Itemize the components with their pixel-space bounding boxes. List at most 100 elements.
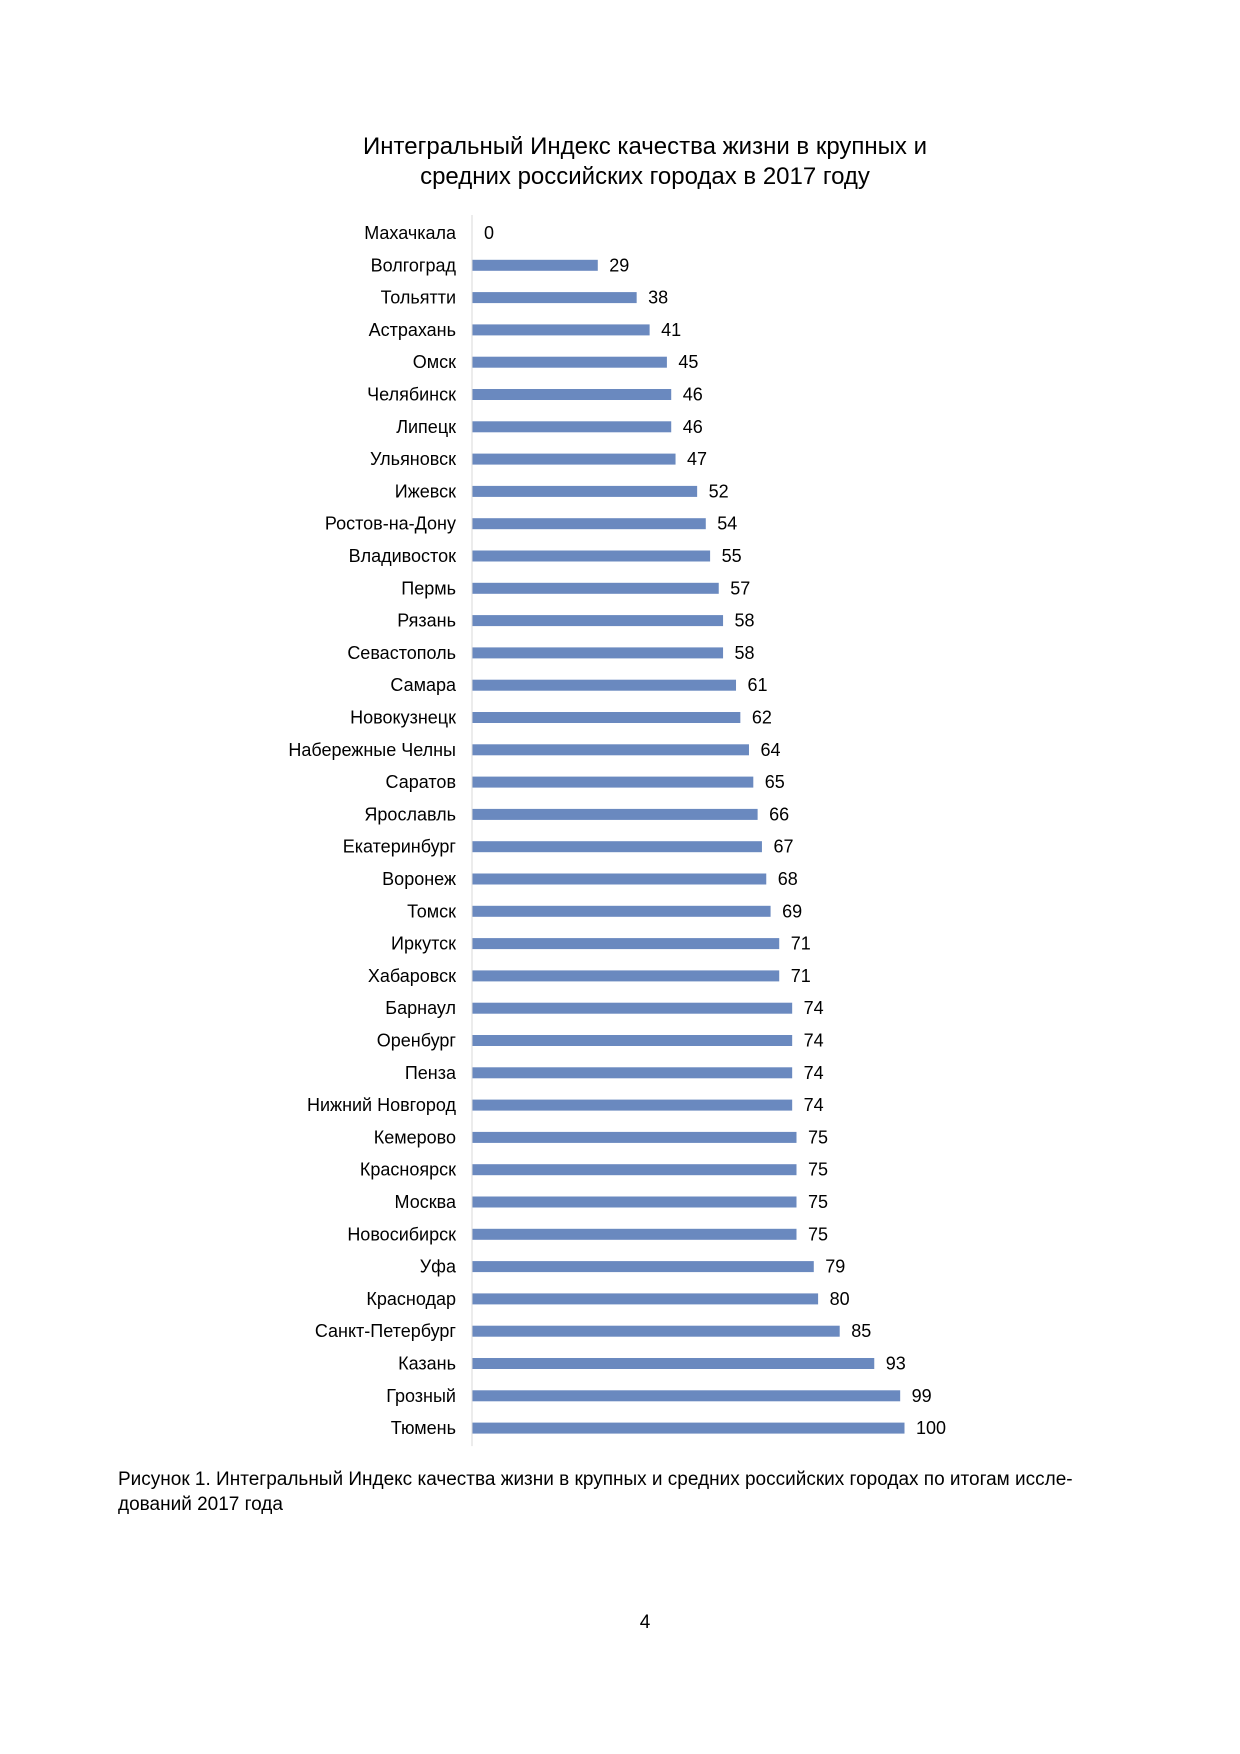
data-label: 47 xyxy=(687,449,707,469)
data-label: 71 xyxy=(791,966,811,986)
category-label: Кемерово xyxy=(374,1127,456,1147)
data-label: 55 xyxy=(722,546,742,566)
bar xyxy=(472,808,758,820)
category-label: Набережные Челны xyxy=(288,740,456,760)
category-label: Барнаул xyxy=(385,998,456,1018)
data-label: 0 xyxy=(484,223,494,243)
category-label: Уфа xyxy=(420,1257,457,1277)
data-label: 46 xyxy=(683,385,703,405)
chart-title-line-1: Интегральный Индекс качества жизни в кру… xyxy=(363,133,927,160)
bar xyxy=(472,1358,875,1369)
bar xyxy=(472,905,771,917)
category-label: Красноярск xyxy=(360,1160,456,1180)
page-number: 4 xyxy=(639,1612,651,1633)
data-label: 57 xyxy=(730,578,750,598)
data-label: 75 xyxy=(808,1127,828,1147)
data-label: 58 xyxy=(735,643,755,663)
data-label: 61 xyxy=(748,675,768,695)
data-label: 38 xyxy=(648,288,668,308)
bar xyxy=(472,1035,793,1046)
data-label: 71 xyxy=(791,934,811,954)
category-label: Оренбург xyxy=(377,1031,457,1051)
figure-caption-line-1: Рисунок 1. Интегральный Индекс качества … xyxy=(118,1469,1073,1490)
data-label: 41 xyxy=(661,320,681,340)
category-label: Новокузнецк xyxy=(350,708,456,728)
bar xyxy=(472,970,780,982)
data-label: 75 xyxy=(808,1192,828,1212)
data-label: 85 xyxy=(851,1321,871,1341)
bar xyxy=(472,1325,840,1337)
category-label: Махачкала xyxy=(364,223,457,243)
category-label: Москва xyxy=(395,1192,457,1212)
data-label: 54 xyxy=(717,514,737,534)
category-label: Хабаровск xyxy=(368,966,456,986)
data-label: 52 xyxy=(709,481,729,501)
category-label: Владивосток xyxy=(349,546,457,566)
bar xyxy=(472,518,706,530)
bar xyxy=(472,324,650,336)
category-label: Томск xyxy=(407,901,456,921)
bar xyxy=(472,485,698,497)
category-label: Омск xyxy=(413,352,456,372)
bar xyxy=(472,550,711,562)
category-label: Севастополь xyxy=(347,643,456,663)
category-label: Тольятти xyxy=(381,288,456,308)
bar xyxy=(472,453,676,465)
chart-title-line-2: средних российских городах в 2017 году xyxy=(420,163,870,190)
category-label: Ярославль xyxy=(364,804,456,824)
bar xyxy=(472,1099,793,1111)
category-label: Санкт-Петербург xyxy=(315,1321,457,1341)
bar xyxy=(472,389,672,400)
figure-caption: Рисунок 1. Интегральный Индекс качества … xyxy=(118,1467,1168,1517)
data-label: 79 xyxy=(825,1257,845,1277)
data-label: 80 xyxy=(830,1289,850,1309)
category-label: Казань xyxy=(398,1354,456,1374)
category-label: Липецк xyxy=(396,417,456,437)
bar xyxy=(472,615,724,627)
category-label: Саратов xyxy=(386,772,456,792)
category-label: Нижний Новгород xyxy=(307,1095,457,1115)
data-label: 100 xyxy=(916,1418,946,1438)
data-label: 74 xyxy=(804,1063,824,1083)
category-label: Астрахань xyxy=(369,320,456,340)
bar xyxy=(472,679,737,691)
data-label: 93 xyxy=(886,1354,906,1374)
category-label: Тюмень xyxy=(391,1418,456,1438)
figure-caption-line-2: дований 2017 года xyxy=(118,1494,283,1515)
category-label: Екатеринбург xyxy=(343,837,457,857)
bar xyxy=(472,873,767,885)
bar xyxy=(472,259,598,271)
bar xyxy=(472,647,724,659)
bar xyxy=(472,1164,797,1176)
bar xyxy=(472,421,672,433)
chart-title: Интегральный Индекс качества жизни в кру… xyxy=(0,132,1240,192)
data-label: 64 xyxy=(760,740,780,760)
bar xyxy=(472,1293,819,1305)
data-label: 75 xyxy=(808,1160,828,1180)
category-label: Самара xyxy=(390,675,457,695)
bar xyxy=(472,776,754,788)
data-label: 74 xyxy=(804,1095,824,1115)
data-label: 29 xyxy=(609,255,629,275)
category-label: Волгоград xyxy=(371,255,457,275)
category-label: Новосибирск xyxy=(347,1224,456,1244)
data-label: 45 xyxy=(678,352,698,372)
category-label: Ульяновск xyxy=(370,449,456,469)
data-label: 67 xyxy=(773,837,793,857)
bar xyxy=(472,1422,905,1434)
bar xyxy=(472,841,762,853)
data-label: 99 xyxy=(912,1386,932,1406)
category-label: Ростов-на-Дону xyxy=(325,514,456,534)
bar xyxy=(472,1228,797,1240)
category-label: Пенза xyxy=(405,1063,457,1083)
data-label: 69 xyxy=(782,901,802,921)
bar xyxy=(472,292,637,304)
bar xyxy=(472,1196,797,1208)
data-label: 74 xyxy=(804,1031,824,1051)
data-label: 75 xyxy=(808,1224,828,1244)
data-label: 68 xyxy=(778,869,798,889)
data-label: 62 xyxy=(752,708,772,728)
category-label: Рязань xyxy=(397,611,456,631)
category-label: Челябинск xyxy=(367,385,456,405)
data-label: 66 xyxy=(769,804,789,824)
